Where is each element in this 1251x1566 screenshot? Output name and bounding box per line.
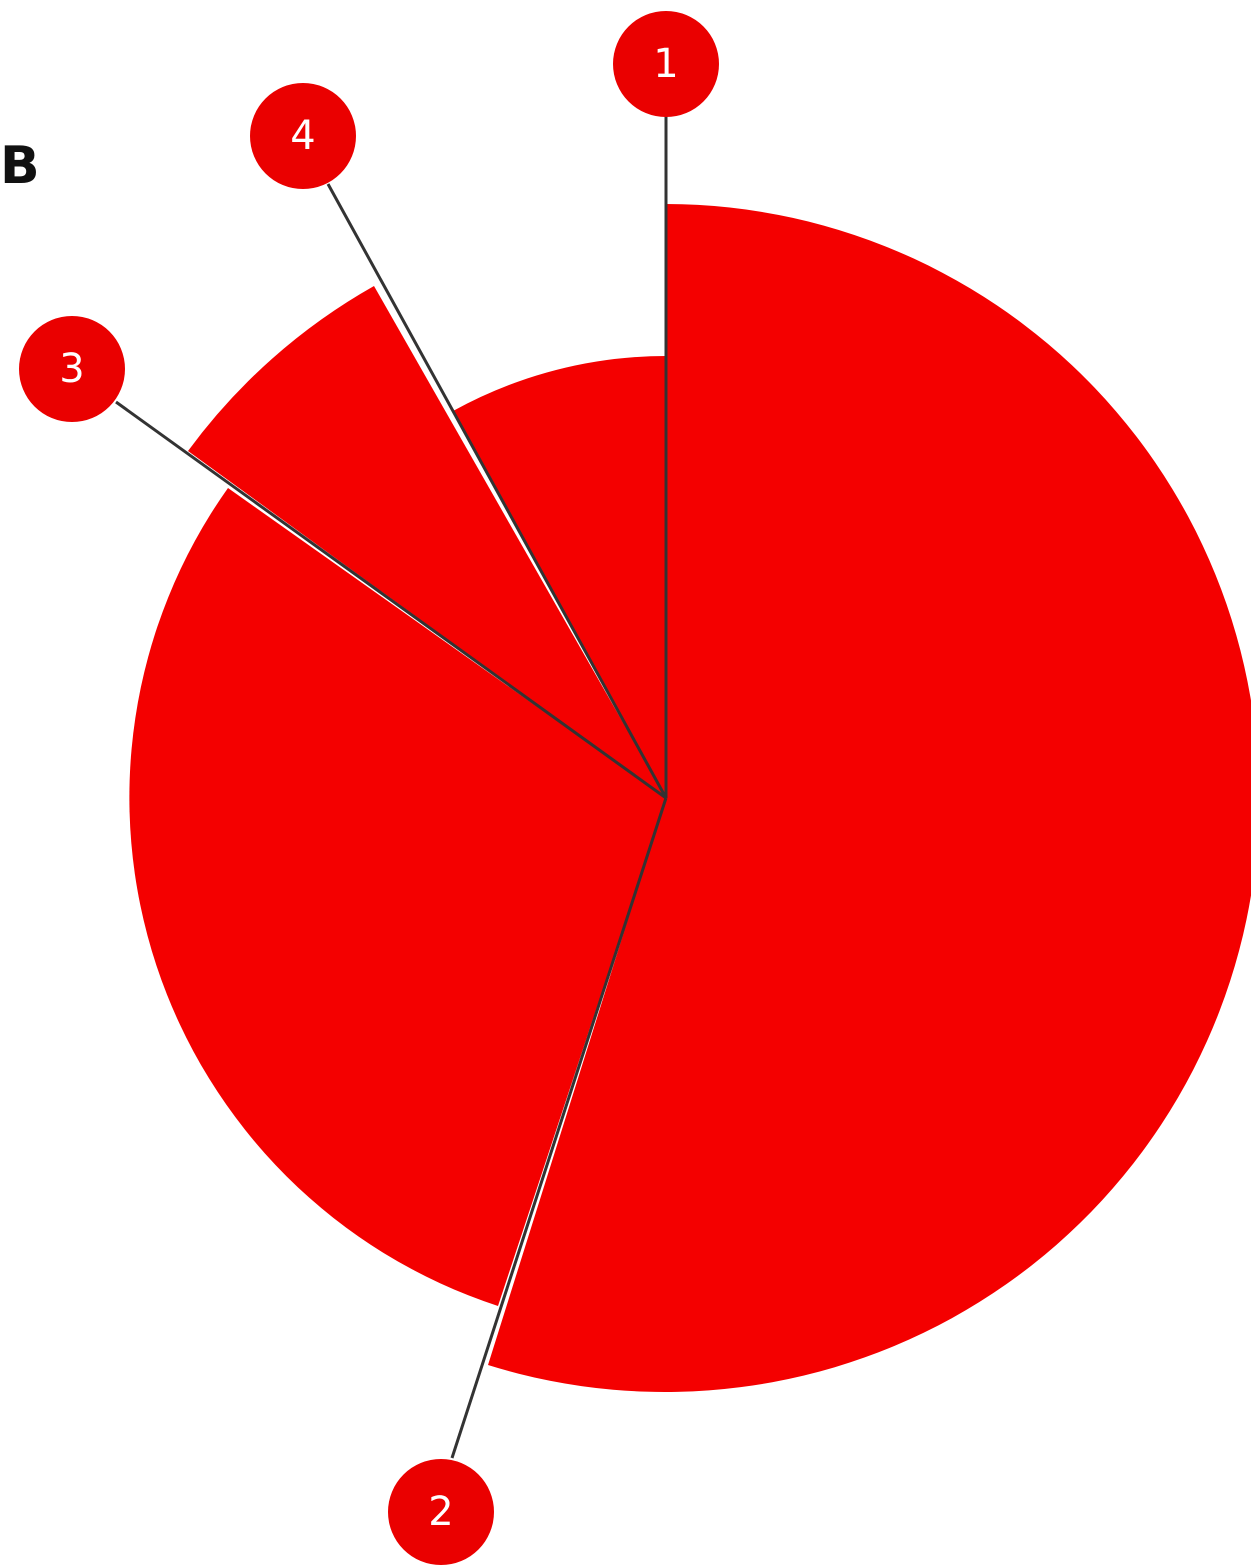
slice-4 [453,356,666,798]
callout-1-badge [613,11,719,117]
callout-2-badge [388,1459,494,1565]
callout-3-badge [19,316,125,422]
leader-line-2 [450,797,668,1459]
callout-3: 3 [19,316,125,422]
leader-line-4 [326,183,668,799]
callout-1: 1 [613,11,719,117]
callout-2: 2 [388,1459,494,1565]
slice-2 [129,488,666,1306]
callout-1-number: 1 [653,41,678,87]
slice-3 [188,286,666,798]
callout-4: 4 [250,83,356,189]
callout-4-badge [250,83,356,189]
callout-2-number: 2 [428,1489,453,1535]
leader-line-3 [115,400,667,800]
callout-4-number: 4 [290,113,315,159]
slice-1 [488,204,1251,1392]
callout-3-number: 3 [59,346,84,392]
panel-label: B [0,136,40,196]
